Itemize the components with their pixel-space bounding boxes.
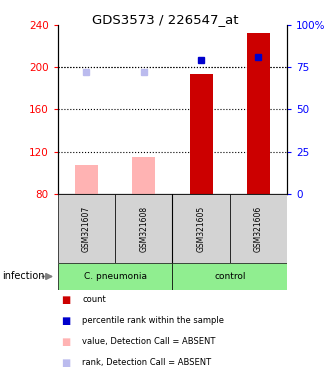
- Text: GDS3573 / 226547_at: GDS3573 / 226547_at: [92, 13, 238, 26]
- Text: control: control: [214, 272, 246, 281]
- Text: C. pneumonia: C. pneumonia: [83, 272, 147, 281]
- Text: ■: ■: [61, 337, 70, 347]
- Bar: [58, 194, 115, 263]
- Bar: [75, 166, 98, 194]
- Text: GSM321606: GSM321606: [254, 205, 263, 252]
- Bar: [190, 74, 213, 194]
- Bar: [132, 157, 155, 194]
- Bar: [173, 263, 287, 290]
- Text: rank, Detection Call = ABSENT: rank, Detection Call = ABSENT: [82, 358, 212, 367]
- Text: ■: ■: [61, 358, 70, 368]
- Text: ■: ■: [61, 316, 70, 326]
- Text: count: count: [82, 295, 106, 304]
- Text: percentile rank within the sample: percentile rank within the sample: [82, 316, 224, 325]
- Text: GSM321607: GSM321607: [82, 205, 91, 252]
- Text: value, Detection Call = ABSENT: value, Detection Call = ABSENT: [82, 337, 216, 346]
- Bar: [173, 194, 230, 263]
- Text: ■: ■: [61, 295, 70, 305]
- Text: infection: infection: [2, 271, 44, 281]
- Bar: [58, 263, 173, 290]
- Text: GSM321605: GSM321605: [197, 205, 206, 252]
- Bar: [230, 194, 287, 263]
- Text: GSM321608: GSM321608: [139, 205, 148, 252]
- Bar: [247, 33, 270, 194]
- Bar: [115, 194, 173, 263]
